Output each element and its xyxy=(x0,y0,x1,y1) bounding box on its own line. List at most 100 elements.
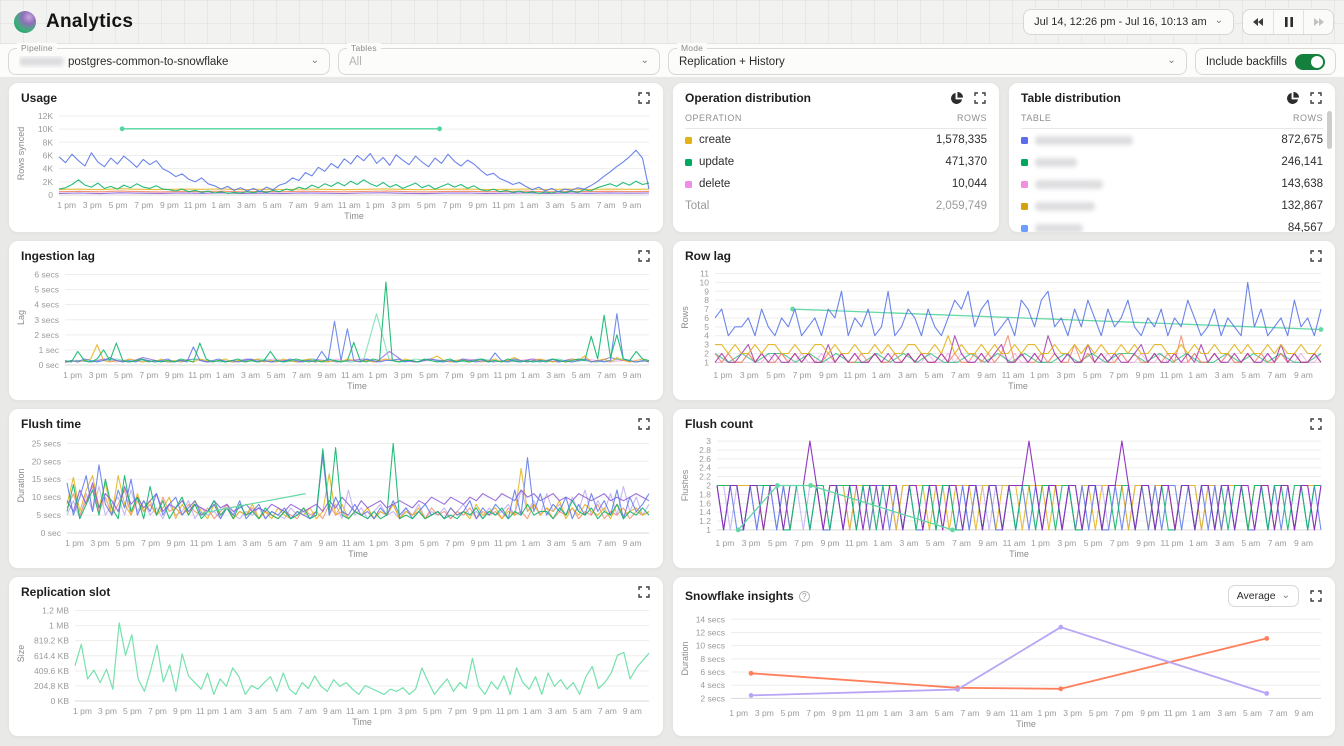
tables-label: Tables xyxy=(347,43,381,53)
include-backfills-toggle[interactable] xyxy=(1295,54,1325,70)
scrollbar[interactable] xyxy=(1327,111,1332,149)
expand-icon[interactable] xyxy=(637,585,651,599)
table-row[interactable]: update 471,370 xyxy=(685,151,987,173)
pipeline-value: postgres-common-to-snowflake xyxy=(68,56,228,68)
op-value: 471,370 xyxy=(945,156,987,168)
expand-icon[interactable] xyxy=(1309,91,1323,105)
svg-text:11 pm: 11 pm xyxy=(190,538,213,548)
redacted-text xyxy=(19,57,64,66)
mode-select[interactable]: Mode Replication + History ⌄ xyxy=(668,48,1187,75)
svg-text:2.4: 2.4 xyxy=(699,463,711,473)
date-range-picker[interactable]: Jul 14, 12:26 pm - Jul 16, 10:13 am ⌄ xyxy=(1023,9,1234,35)
tables-select[interactable]: Tables All ⌄ xyxy=(338,48,660,75)
svg-text:11 pm: 11 pm xyxy=(492,200,515,210)
svg-text:7 am: 7 am xyxy=(597,538,616,548)
flush-count-title: Flush count xyxy=(685,417,753,431)
svg-text:Rows synced: Rows synced xyxy=(16,127,26,181)
svg-text:3: 3 xyxy=(704,340,709,350)
flush-count-card: Flush count 11.21.41.61.822.22.42.62.831… xyxy=(672,408,1336,569)
legend-swatch xyxy=(685,181,692,188)
aggregation-select[interactable]: Average ⌄ xyxy=(1228,585,1299,607)
svg-text:9 am: 9 am xyxy=(622,200,641,210)
table-row[interactable]: 143,638 xyxy=(1021,173,1323,195)
col-operation: OPERATION xyxy=(685,113,742,123)
redacted-table-name xyxy=(1035,202,1095,211)
svg-text:5 pm: 5 pm xyxy=(423,706,442,716)
svg-text:Time: Time xyxy=(1008,381,1028,391)
table-row[interactable]: 872,675 xyxy=(1021,129,1323,151)
svg-text:5 am: 5 am xyxy=(273,706,292,716)
svg-text:3 am: 3 am xyxy=(237,200,256,210)
svg-text:11 pm: 11 pm xyxy=(184,200,207,210)
svg-text:3 pm: 3 pm xyxy=(755,708,774,718)
legend-swatch xyxy=(1021,137,1028,144)
svg-text:1 am: 1 am xyxy=(211,200,230,210)
pie-chart-icon[interactable] xyxy=(949,91,963,105)
snowflake-insights-chart: 2 secs4 secs6 secs8 secs10 secs12 secs14… xyxy=(679,607,1329,729)
svg-text:1 am: 1 am xyxy=(223,706,242,716)
ingestion-lag-title: Ingestion lag xyxy=(21,249,95,263)
mode-value: Replication + History xyxy=(679,56,785,68)
table-row[interactable]: create 1,578,335 xyxy=(685,129,987,151)
rewind-button[interactable] xyxy=(1243,10,1273,34)
svg-text:5 pm: 5 pm xyxy=(768,538,787,548)
expand-icon[interactable] xyxy=(1309,589,1323,603)
help-icon[interactable]: ? xyxy=(799,591,810,602)
expand-icon[interactable] xyxy=(637,249,651,263)
pie-chart-icon[interactable] xyxy=(1285,91,1299,105)
flush-count-chart: 11.21.41.61.822.22.42.62.831 pm3 pm5 pm7… xyxy=(679,431,1329,559)
usage-title: Usage xyxy=(21,91,57,105)
table-row[interactable]: 246,141 xyxy=(1021,151,1323,173)
redacted-table-name xyxy=(1035,158,1077,167)
svg-text:5 am: 5 am xyxy=(571,200,590,210)
svg-text:7 am: 7 am xyxy=(1268,370,1287,380)
svg-text:3 pm: 3 pm xyxy=(394,370,413,380)
table-row[interactable]: 84,567 xyxy=(1021,217,1323,233)
svg-text:9 pm: 9 pm xyxy=(165,370,184,380)
svg-text:12 secs: 12 secs xyxy=(696,627,725,637)
table-distribution-title: Table distribution xyxy=(1021,91,1121,105)
row-count: 143,638 xyxy=(1281,178,1323,190)
table-row[interactable]: delete 10,044 xyxy=(685,173,987,195)
expand-icon[interactable] xyxy=(637,417,651,431)
expand-icon[interactable] xyxy=(1309,249,1323,263)
total-label: Total xyxy=(685,200,709,212)
ingestion-lag-chart: 0 sec1 sec2 secs3 secs4 secs5 secs6 secs… xyxy=(15,263,657,391)
svg-text:1 am: 1 am xyxy=(1192,708,1211,718)
svg-text:3: 3 xyxy=(706,436,711,446)
row-lag-chart: 12345678910111 pm3 pm5 pm7 pm9 pm11 pm1 … xyxy=(679,263,1329,391)
expand-icon[interactable] xyxy=(1309,417,1323,431)
svg-text:5 secs: 5 secs xyxy=(34,285,59,295)
redacted-table-name xyxy=(1035,136,1133,145)
svg-text:1 pm: 1 pm xyxy=(1030,370,1049,380)
svg-text:5 am: 5 am xyxy=(935,708,954,718)
svg-text:1 am: 1 am xyxy=(216,370,235,380)
svg-text:11 pm: 11 pm xyxy=(856,708,879,718)
svg-text:1 pm: 1 pm xyxy=(373,706,392,716)
svg-text:7 pm: 7 pm xyxy=(793,370,812,380)
svg-text:7 am: 7 am xyxy=(597,200,616,210)
svg-text:7 pm: 7 pm xyxy=(148,706,167,716)
svg-text:7 am: 7 am xyxy=(952,538,971,548)
svg-text:3 am: 3 am xyxy=(248,706,267,716)
svg-text:9 am: 9 am xyxy=(1294,708,1313,718)
svg-text:11 pm: 11 pm xyxy=(494,538,517,548)
pause-button[interactable] xyxy=(1273,10,1303,34)
col-table: TABLE xyxy=(1021,113,1051,123)
svg-text:3 pm: 3 pm xyxy=(1056,370,1075,380)
svg-text:9 pm: 9 pm xyxy=(471,538,490,548)
expand-icon[interactable] xyxy=(973,91,987,105)
svg-text:5 pm: 5 pm xyxy=(420,538,439,548)
table-row[interactable]: 132,867 xyxy=(1021,195,1323,217)
pipeline-select[interactable]: Pipeline postgres-common-to-snowflake ⌄ xyxy=(8,48,330,75)
svg-text:1 MB: 1 MB xyxy=(49,621,69,631)
svg-text:5: 5 xyxy=(704,322,709,332)
expand-icon[interactable] xyxy=(637,91,651,105)
replication-slot-chart: 0 KB204.8 KB409.6 KB614.4 KB819.2 KB1 MB… xyxy=(15,599,657,727)
svg-text:9 pm: 9 pm xyxy=(1136,538,1155,548)
svg-text:Time: Time xyxy=(1016,719,1036,729)
svg-text:0: 0 xyxy=(48,190,53,200)
svg-text:3 pm: 3 pm xyxy=(1063,708,1082,718)
fast-forward-button[interactable] xyxy=(1303,10,1333,34)
app-header: Analytics Jul 14, 12:26 pm - Jul 16, 10:… xyxy=(0,0,1344,44)
